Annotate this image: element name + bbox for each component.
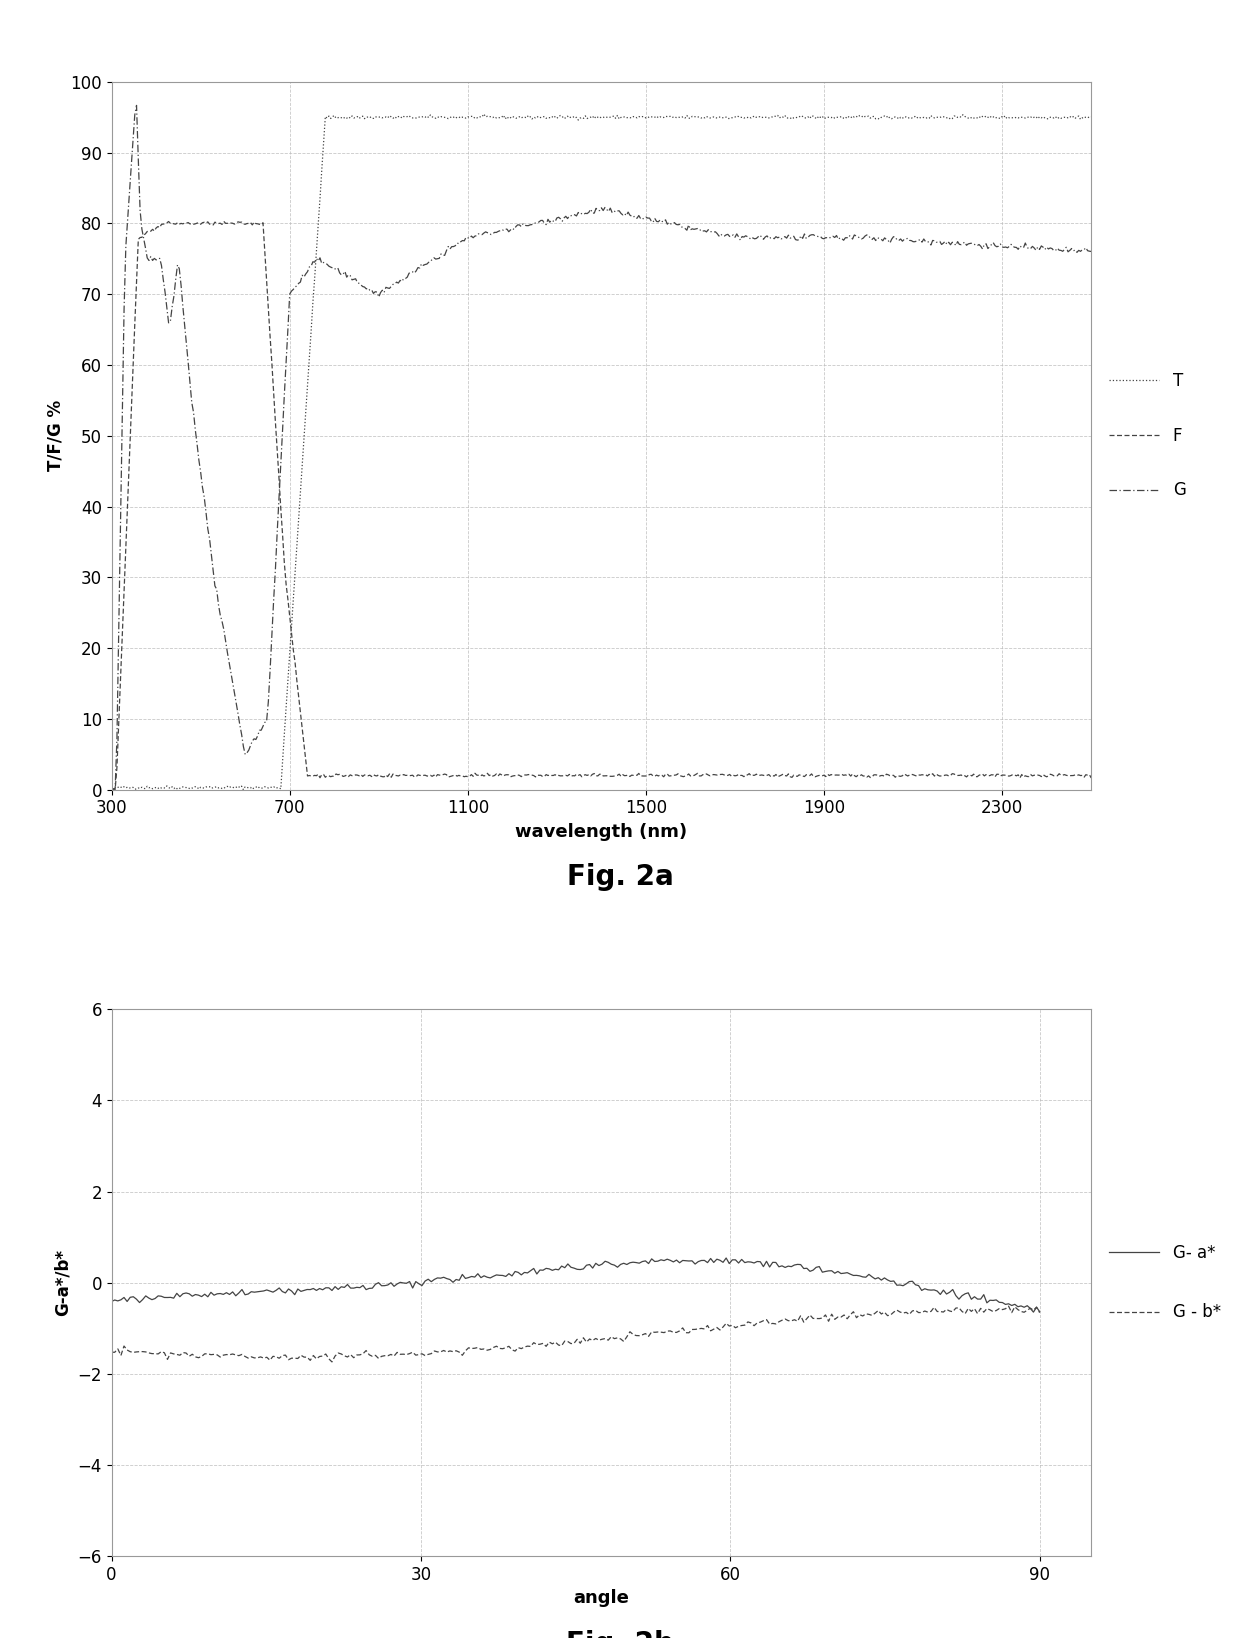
F (485, 767, 500, 786)
G (129, 95, 144, 115)
G- a* (108, 1291, 123, 1310)
Line: G- a*: G- a* (112, 1258, 1039, 1312)
Text: Fig. 2b: Fig. 2b (567, 1630, 673, 1638)
T (133, 778, 148, 798)
G- a* (657, 1251, 672, 1271)
G (104, 776, 119, 796)
G - b* (104, 1343, 119, 1363)
F (1042, 767, 1056, 786)
G- a* (104, 1292, 119, 1312)
G - b* (676, 1319, 691, 1338)
G- a* (889, 1276, 904, 1296)
F (104, 780, 119, 799)
F (133, 228, 148, 247)
F (781, 763, 796, 783)
Y-axis label: T/F/G %: T/F/G % (47, 400, 64, 472)
G- a* (1032, 1302, 1047, 1322)
G- a* (949, 1286, 963, 1305)
F (549, 767, 564, 786)
Line: G: G (112, 105, 1091, 790)
F (541, 765, 556, 785)
Line: T: T (112, 115, 1091, 790)
G (136, 229, 151, 249)
G - b* (325, 1351, 340, 1371)
T (552, 106, 567, 126)
T (542, 108, 557, 128)
T (476, 105, 491, 124)
Text: Fig. 2a: Fig. 2a (567, 863, 673, 891)
G - b* (657, 1324, 672, 1343)
G- a* (719, 1248, 734, 1268)
T (1084, 108, 1099, 128)
G- a* (672, 1253, 687, 1273)
G - b* (889, 1301, 904, 1320)
G - b* (660, 1322, 675, 1342)
G- a* (653, 1250, 668, 1269)
G (1084, 242, 1099, 262)
T (236, 780, 250, 799)
G - b* (1001, 1296, 1016, 1315)
X-axis label: angle: angle (573, 1589, 630, 1607)
F (216, 211, 231, 231)
T (104, 778, 119, 798)
Y-axis label: G-a*/b*: G-a*/b* (53, 1250, 72, 1317)
Legend: G- a*, G - b*: G- a*, G - b* (1110, 1243, 1221, 1322)
F (1084, 768, 1099, 788)
G - b* (949, 1299, 963, 1319)
T (487, 106, 502, 126)
G (1043, 238, 1058, 257)
Legend: T, F, G: T, F, G (1110, 372, 1185, 500)
X-axis label: wavelength (nm): wavelength (nm) (516, 822, 687, 840)
G (487, 223, 502, 242)
G - b* (1032, 1302, 1047, 1322)
G (552, 208, 567, 228)
T (782, 108, 797, 128)
Line: F: F (112, 221, 1091, 790)
G - b* (108, 1343, 123, 1363)
T (1043, 108, 1058, 128)
G (105, 780, 120, 799)
G- a* (1025, 1302, 1040, 1322)
Line: G - b*: G - b* (112, 1305, 1039, 1361)
G (542, 213, 557, 233)
G (782, 228, 797, 247)
